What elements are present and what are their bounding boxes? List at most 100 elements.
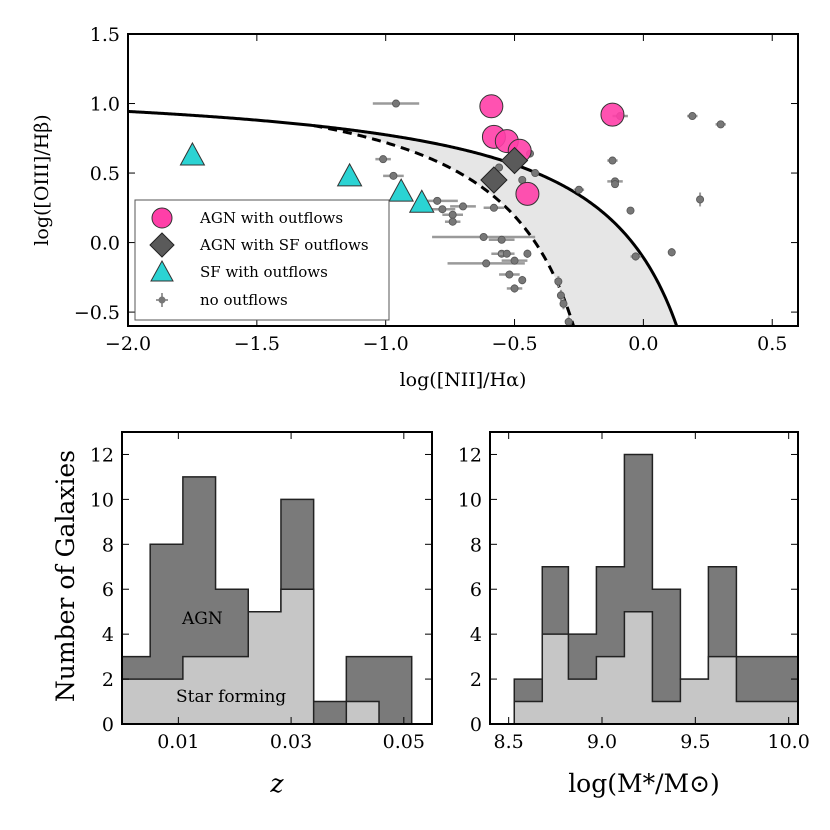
no-outflow-point bbox=[450, 202, 476, 211]
y-tick-label: 0 bbox=[470, 714, 482, 736]
y-tick-label: 8 bbox=[470, 534, 482, 556]
no-outflow-marker bbox=[574, 185, 583, 194]
plot-frame bbox=[127, 33, 799, 327]
agn-sf-outflow-point bbox=[480, 166, 508, 194]
y-tick-label: 12 bbox=[90, 444, 114, 466]
sf-outflow-point bbox=[179, 141, 206, 166]
no-outflow-marker bbox=[505, 270, 514, 279]
no-outflow-marker bbox=[626, 206, 635, 215]
x-tick-label: 0.01 bbox=[157, 731, 199, 753]
no-outflow-marker bbox=[667, 248, 676, 257]
legend-label: no outflows bbox=[200, 291, 288, 309]
agn-sf-outflow-point bbox=[500, 146, 529, 175]
legend-diamond-marker bbox=[149, 232, 175, 258]
y-tick-label: 6 bbox=[470, 579, 482, 601]
x-tick-label: 10.0 bbox=[768, 731, 810, 753]
composite-region bbox=[313, 125, 677, 326]
no-outflow-marker bbox=[391, 99, 400, 108]
agn-outflow-point bbox=[515, 181, 540, 206]
y-tick-label: 0.5 bbox=[90, 163, 120, 185]
y-tick-label: 2 bbox=[470, 669, 482, 691]
no-outflow-marker bbox=[518, 276, 527, 285]
no-outflow-marker bbox=[438, 205, 447, 214]
no-outflow-point bbox=[499, 270, 520, 279]
no-outflow-marker bbox=[559, 299, 568, 308]
sf-outflow-point bbox=[388, 178, 414, 202]
x-tick-label: −0.5 bbox=[491, 333, 537, 355]
redshift-x-label: z bbox=[269, 769, 284, 798]
no-outflow-point bbox=[687, 112, 698, 121]
x-tick-label: 0.05 bbox=[383, 731, 425, 753]
no-outflow-marker bbox=[716, 120, 725, 129]
sf-outflow-point bbox=[336, 162, 363, 187]
x-tick-label: −1.5 bbox=[234, 333, 280, 355]
x-tick-label: 0.5 bbox=[757, 333, 787, 355]
no-outflow-point bbox=[501, 256, 528, 265]
no-outflow-marker bbox=[696, 195, 705, 204]
no-outflow-marker bbox=[489, 203, 498, 212]
no-outflow-marker bbox=[510, 256, 519, 265]
kauffmann-curve bbox=[313, 124, 576, 326]
y-tick-label: 1.5 bbox=[90, 24, 120, 46]
star-forming-annotation: Star forming bbox=[176, 687, 286, 707]
x-tick-label: 8.5 bbox=[494, 731, 524, 753]
no-outflow-point bbox=[556, 289, 565, 301]
no-outflow-marker bbox=[497, 235, 506, 244]
redshift-histogram: 0.01 0.03 0.05 0 2 4 6 8 10 12 AGN Star forming z Num… bbox=[51, 431, 433, 798]
bpt-y-label: log([OIII]/Hβ) bbox=[31, 114, 53, 245]
no-outflow-point bbox=[499, 249, 515, 258]
legend-box bbox=[134, 199, 390, 321]
legend-triangle-marker bbox=[150, 259, 174, 282]
legend: AGN with outflows AGN with SF outflows SF … bbox=[134, 199, 390, 321]
no-outflow-marker bbox=[531, 169, 540, 178]
no-outflow-point bbox=[432, 233, 536, 242]
no-outflow-point bbox=[559, 298, 568, 310]
no-outflow-point bbox=[573, 185, 585, 194]
agn-outflow-point bbox=[600, 102, 625, 127]
no-outflow-point bbox=[506, 284, 523, 293]
legend-label: AGN with outflows bbox=[199, 209, 343, 227]
no-outflow-marker bbox=[556, 291, 565, 300]
no-outflow-point bbox=[626, 206, 635, 215]
y-tick-label: 0.0 bbox=[90, 233, 120, 255]
kewley-curve bbox=[128, 109, 679, 326]
no-outflow-point bbox=[607, 156, 618, 165]
y-tick-label: 10 bbox=[458, 489, 482, 511]
no-outflow-point bbox=[375, 155, 391, 164]
x-tick-label: −1.0 bbox=[363, 333, 409, 355]
x-tick-label: 9.0 bbox=[587, 731, 617, 753]
y-tick-label: 6 bbox=[102, 579, 114, 601]
no-outflow-marker bbox=[433, 196, 442, 205]
x-tick-label: 0.0 bbox=[628, 333, 658, 355]
no-outflow-point bbox=[531, 169, 540, 178]
no-outflow-marker bbox=[510, 284, 519, 293]
star-forming-histogram bbox=[513, 610, 799, 725]
plot-frame bbox=[489, 431, 799, 725]
sf-outflow-point bbox=[408, 189, 435, 213]
plot-area bbox=[128, 94, 726, 326]
legend-label: SF with outflows bbox=[200, 263, 328, 281]
bpt-x-label: log([NII]/Hα) bbox=[400, 369, 527, 391]
legend-label: AGN with SF outflows bbox=[199, 236, 369, 254]
no-outflow-marker bbox=[688, 112, 697, 121]
legend-point-marker bbox=[158, 296, 166, 304]
y-tick-label: 4 bbox=[470, 624, 482, 646]
x-tick-label: 9.5 bbox=[680, 731, 710, 753]
y-tick-label: 0 bbox=[102, 714, 114, 736]
no-outflow-marker bbox=[379, 155, 388, 164]
no-outflow-marker bbox=[482, 259, 491, 268]
y-tick-label: 2 bbox=[102, 669, 114, 691]
stellar-mass-histogram: 8.5 9.0 9.5 10.0 0 2 4 6 8 10 12 log(M*/M⊙) bbox=[458, 431, 810, 798]
y-tick-label: 4 bbox=[102, 624, 114, 646]
no-outflow-marker bbox=[448, 210, 457, 219]
y-tick-label: 10 bbox=[90, 489, 114, 511]
no-outflow-marker bbox=[554, 277, 563, 286]
no-outflow-marker bbox=[389, 171, 398, 180]
star-forming-histogram bbox=[121, 588, 380, 725]
no-outflow-point bbox=[429, 205, 456, 214]
legend-circle-marker bbox=[151, 207, 173, 229]
no-outflow-point bbox=[495, 163, 504, 172]
y-tick-label: 8 bbox=[102, 534, 114, 556]
no-outflow-point bbox=[715, 120, 726, 129]
